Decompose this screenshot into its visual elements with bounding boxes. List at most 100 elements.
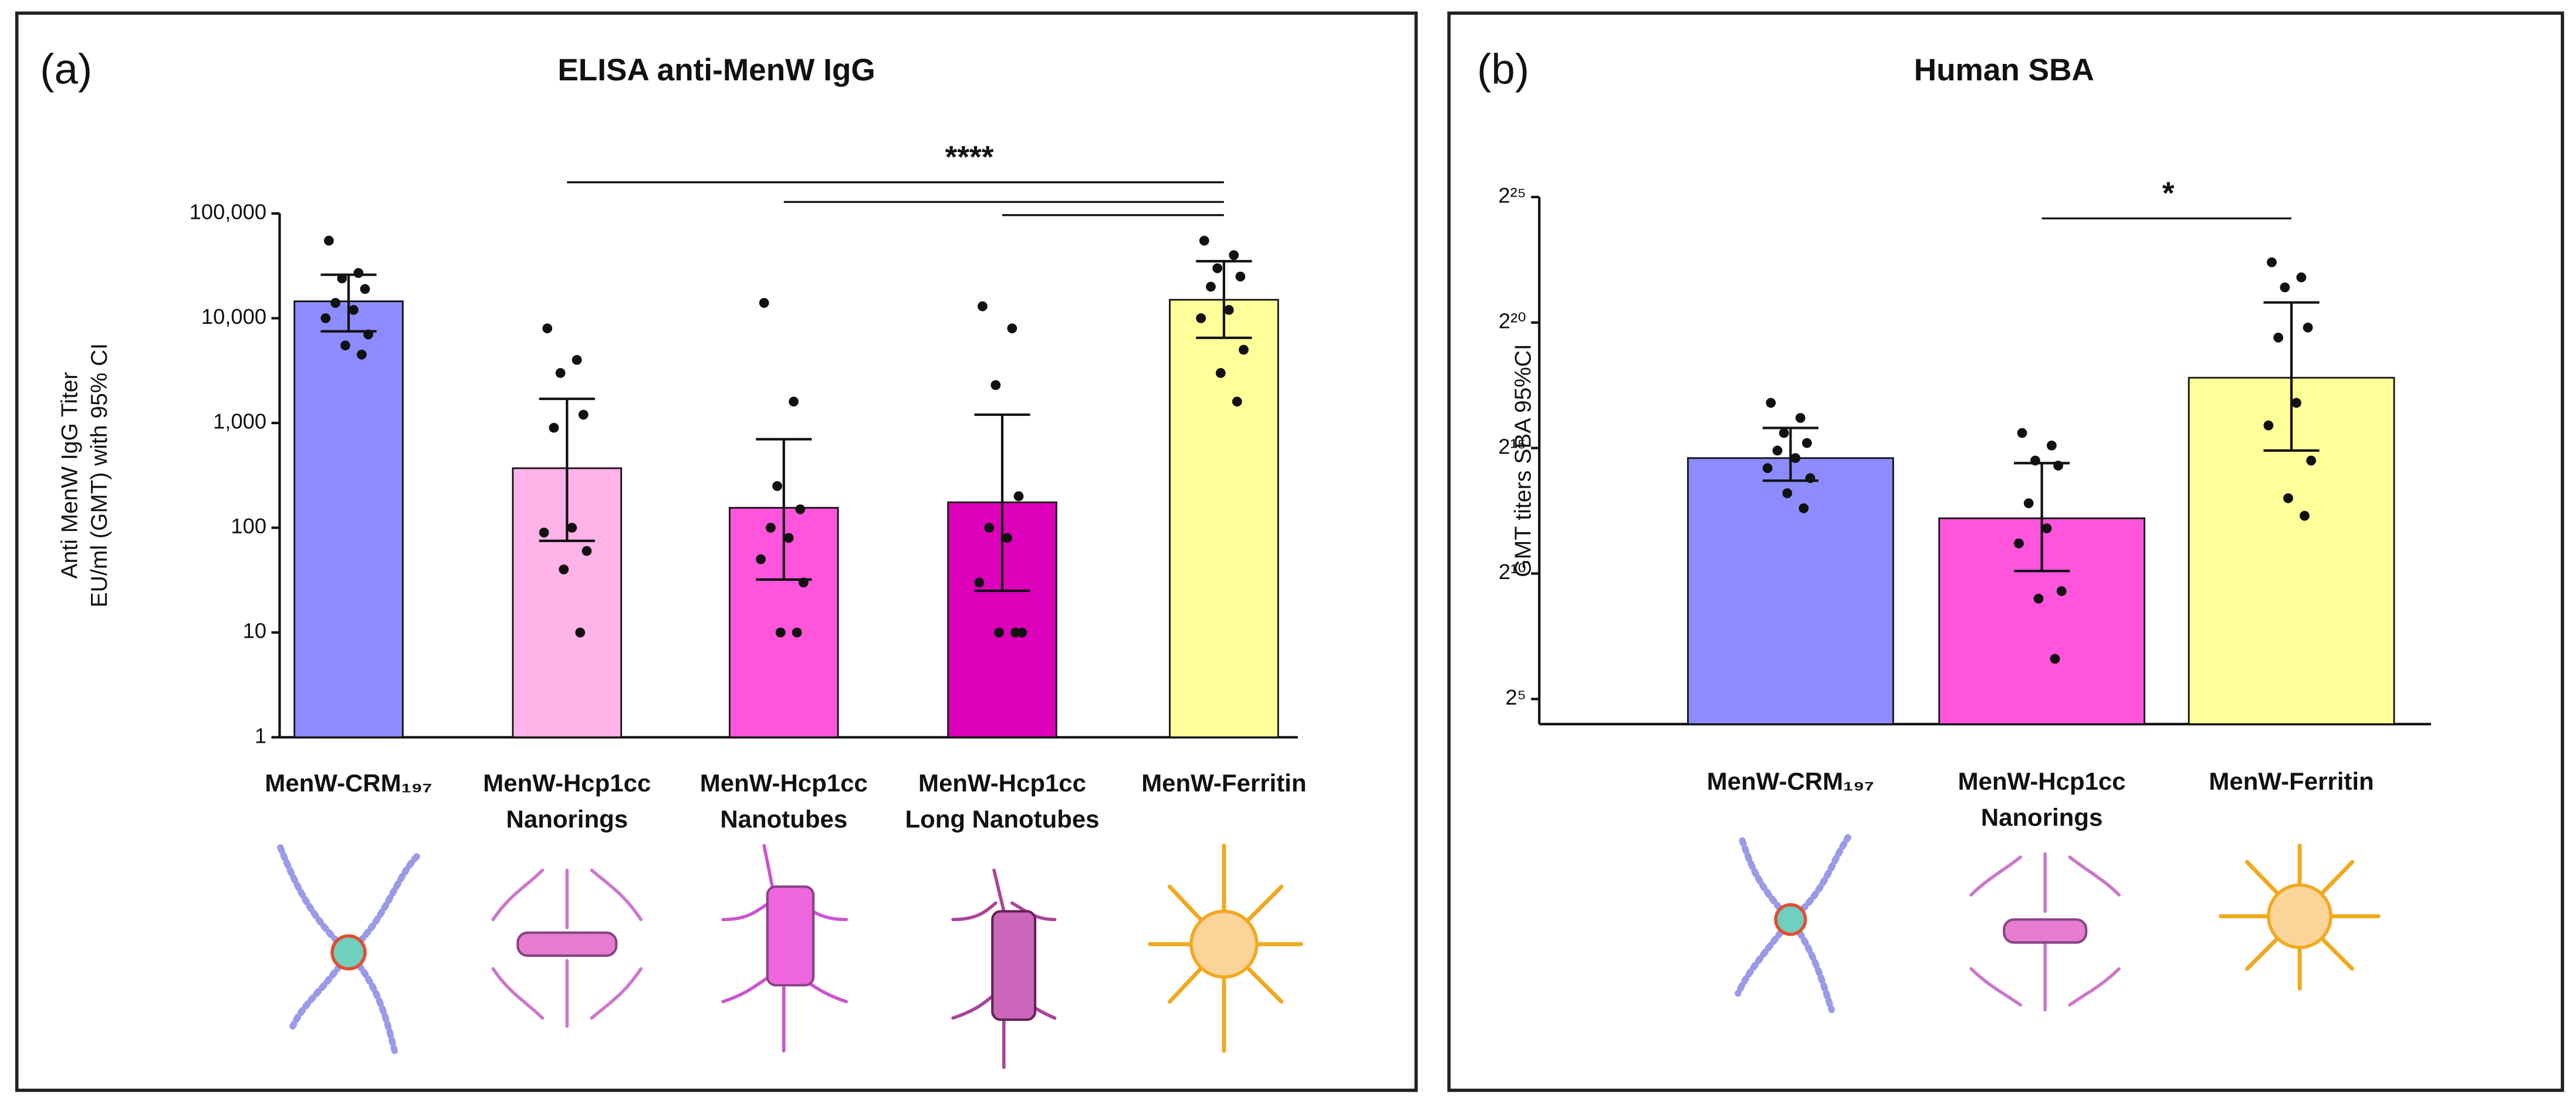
data-point	[1766, 398, 1776, 408]
data-point	[542, 323, 553, 334]
data-point	[1223, 304, 1234, 315]
data-point	[567, 523, 577, 533]
data-point	[2023, 498, 2034, 509]
data-point	[2047, 441, 2057, 451]
data-point	[320, 313, 331, 323]
x-tick-label: Nanorings	[506, 806, 628, 833]
data-point	[1235, 271, 1246, 282]
data-point	[349, 304, 359, 315]
data-point	[2050, 654, 2060, 664]
y-tick-label: 2²⁵	[1498, 183, 1526, 207]
data-point	[984, 523, 995, 533]
data-point	[2041, 523, 2052, 533]
data-point	[559, 564, 569, 574]
x-tick-label: Nanotubes	[720, 806, 847, 833]
y-tick-label: 2²⁰	[1499, 309, 1526, 333]
data-point	[1790, 453, 1801, 463]
data-point	[2267, 257, 2277, 268]
data-point	[1199, 235, 1209, 246]
data-point	[1212, 263, 1223, 273]
y-tick-label: 2⁵	[1506, 685, 1526, 709]
data-point	[974, 577, 985, 588]
data-point	[765, 523, 776, 533]
data-point	[1196, 313, 1206, 323]
data-point	[582, 546, 592, 556]
error-bar	[2263, 301, 2320, 452]
data-point	[549, 422, 559, 433]
data-point	[1013, 491, 1024, 502]
data-point	[1782, 488, 1793, 499]
x-tick-label: Nanorings	[1981, 804, 2103, 831]
data-point	[330, 297, 341, 308]
bar	[1169, 299, 1279, 739]
chart-title: ELISA anti-MenW IgG	[557, 53, 875, 87]
data-point	[2263, 420, 2274, 431]
x-tick-label: MenW-Hcp1cc	[918, 769, 1086, 797]
y-axis-label: Anti MenW IgG Titer	[57, 372, 82, 579]
bar	[293, 300, 404, 739]
panel-label: (b)	[1477, 45, 1529, 93]
data-point	[1795, 412, 1806, 423]
data-point	[990, 380, 1001, 390]
data-point	[2296, 272, 2307, 283]
data-point	[759, 297, 769, 308]
x-tick-label: MenW-Ferritin	[1141, 769, 1306, 797]
bar	[729, 507, 839, 739]
data-point	[2014, 538, 2024, 549]
x-tick-label: MenW-Ferritin	[2209, 767, 2374, 795]
data-point	[357, 349, 367, 360]
data-point	[578, 410, 589, 420]
significance-label: *	[2162, 176, 2175, 211]
data-point	[2306, 455, 2317, 466]
data-point	[2033, 593, 2044, 604]
data-point	[1010, 627, 1020, 638]
y-tick-label: 100,000	[190, 199, 267, 224]
y-tick-label: 10,000	[201, 304, 266, 329]
panel-frame	[1447, 11, 2564, 1092]
x-tick-label: MenW-Hcp1cc	[1958, 767, 2126, 795]
data-point	[1002, 533, 1012, 543]
data-point	[1802, 438, 1812, 448]
y-tick-label: 2¹⁵	[1498, 434, 1526, 458]
data-point	[1007, 323, 1017, 334]
data-point	[978, 301, 988, 312]
data-point	[1799, 503, 1809, 513]
data-point	[1772, 445, 1783, 456]
data-point	[795, 504, 806, 515]
icons	[276, 834, 2381, 1070]
data-point	[337, 273, 347, 283]
data-point	[2303, 322, 2313, 333]
data-point	[1239, 344, 1249, 355]
data-point	[1229, 250, 1239, 260]
y-tick-label: 100	[231, 514, 266, 538]
data-point	[2283, 493, 2293, 503]
data-point	[572, 355, 582, 365]
data-point	[2030, 455, 2040, 466]
data-point	[2053, 461, 2064, 471]
x-tick-label: Long Nanotubes	[905, 806, 1099, 833]
y-tick-label: 1	[255, 723, 266, 747]
data-point	[363, 329, 374, 340]
y-axis-label: EU/ml (GMT) with 95% CI	[87, 343, 112, 608]
data-point	[1232, 397, 1242, 407]
data-point	[555, 368, 566, 378]
y-tick-label: 1,000	[213, 410, 266, 434]
x-tick-label: MenW-Hcp1cc	[700, 769, 868, 797]
data-point	[324, 235, 334, 246]
chart-title: Human SBA	[1914, 53, 2094, 87]
error-bar	[1196, 260, 1252, 339]
data-point	[2273, 333, 2284, 343]
data-point	[1779, 428, 1789, 438]
data-point	[2017, 428, 2027, 438]
x-tick-label: MenW-CRM₁₉₇	[265, 769, 432, 797]
data-point	[2056, 586, 2067, 596]
panel-label: (a)	[40, 45, 92, 93]
x-tick-label: MenW-CRM₁₉₇	[1707, 767, 1874, 795]
data-point	[575, 627, 586, 638]
data-point	[783, 533, 794, 543]
data-point	[1805, 473, 1816, 483]
data-point	[2280, 282, 2290, 293]
data-point	[1762, 463, 1773, 473]
x-tick-label: MenW-Hcp1cc	[483, 769, 651, 797]
